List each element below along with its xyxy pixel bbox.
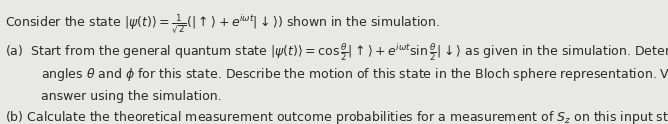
Text: (a)  Start from the general quantum state $|\psi(t)\rangle = \cos\frac{\theta}{2: (a) Start from the general quantum state… xyxy=(5,42,668,63)
Text: angles $\theta$ and $\phi$ for this state. Describe the motion of this state in : angles $\theta$ and $\phi$ for this stat… xyxy=(41,66,668,83)
Text: (b) Calculate the theoretical measurement outcome probabilities for a measuremen: (b) Calculate the theoretical measuremen… xyxy=(5,108,668,124)
Text: answer using the simulation.: answer using the simulation. xyxy=(41,90,222,103)
Text: Consider the state $|\psi(t)\rangle = \frac{1}{\sqrt{2}}(|{\uparrow}\rangle + e^: Consider the state $|\psi(t)\rangle = \f… xyxy=(5,13,440,36)
